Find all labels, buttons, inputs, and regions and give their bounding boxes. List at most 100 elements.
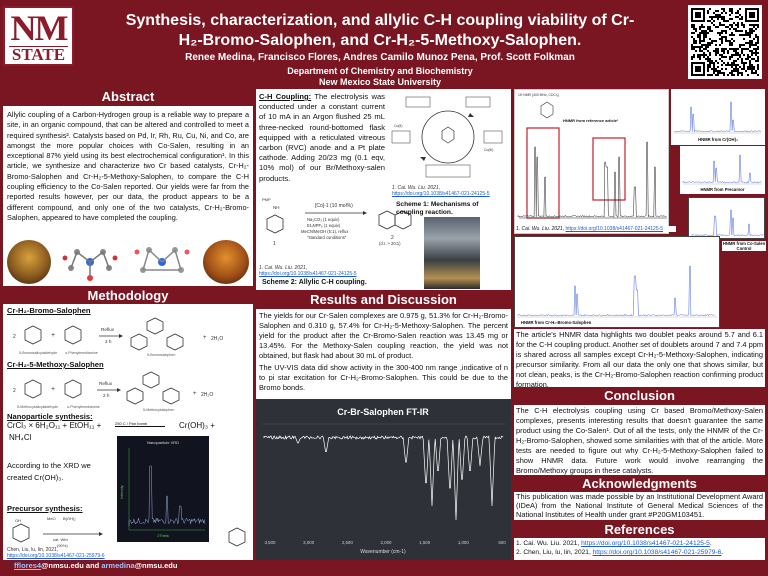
scheme-2-condition-0: [Co]-1 (10 mol%) [315, 203, 353, 209]
precursor-reagent-3: (90%) [57, 543, 68, 548]
ftir-chart: Cr-Br-Salophen FT-IR 3,500 3,000 2,500 2,00… [256, 400, 511, 560]
scheme-2-condition-3: MeCN/MeOH (5:1), reflux [301, 229, 349, 234]
scheme-2-condition-4: "standard conditions" [307, 235, 347, 240]
reference-1-link[interactable]: https://doi.org/10.1038/s41467-021-24125… [581, 540, 710, 547]
methoxy-reagent-1: o-Phenylenediamine [67, 405, 100, 409]
acknowledgments-text: This publication was made possible by an… [516, 492, 763, 519]
conclusion-text: The C-H electrolysis coupling using Cr b… [516, 406, 763, 475]
nmsu-logo: NM STATE [3, 6, 74, 66]
reference-2-link[interactable]: https://doi.org/10.1038/s41467-021-25979… [592, 549, 722, 556]
nmr-bromo-spectrum: HNMR from Cr-H₂-Bromo-Salophen [514, 236, 720, 328]
nmr-discussion-panel: The article's HNMR data highlights two d… [514, 329, 765, 389]
salophen-structure-2 [134, 247, 190, 273]
svg-text:2: 2 [13, 334, 16, 340]
reference-2: 2. Chen, Liu, lu, lin, 2021, https://doi… [516, 548, 763, 557]
catalyst-photo-1 [7, 240, 51, 284]
xrd-chart-ylabel: Intensity [120, 485, 124, 499]
methoxy-reagent-0: 5-Methoxysalicylaldehyde [17, 405, 58, 409]
ftir-tick-label: 2,000 [381, 540, 393, 545]
precursor-reagent-1: B(OH)₂ [63, 516, 76, 521]
svg-text:Co(II): Co(II) [394, 124, 402, 128]
ftir-tick-label: 3,000 [303, 540, 315, 545]
abstract-text: Allylic coupling of a Carbon-Hydrogen gr… [7, 110, 249, 222]
scheme-2-condition-1: Na₂CO₃ (1 equiv) [307, 217, 340, 222]
precursor-ref-prefix: Chen, Liu, lu, lin, 2021, [7, 547, 59, 553]
scheme-1-ref-link[interactable]: https://doi.org/10.1038/s41467-021-24125… [392, 191, 490, 197]
nmr-precursor-label: HNMR from Precursor [700, 187, 745, 192]
salophen-structure-1 [62, 249, 118, 281]
coupling-text-block: C-H Coupling: The electrolysis was condu… [259, 92, 385, 184]
nano-equation-right: Cr(OH)₃ + [179, 421, 215, 430]
methoxy-reagent-5: 2H₂O [201, 392, 213, 398]
nmr-ref: 1. Cai. Wu. Liu. 2021, https://doi.org/1… [516, 226, 676, 232]
methoxy-reagent-3: 2 h [103, 393, 110, 398]
scheme-1-caption: Scheme 1: Mechanisms of coupling reactio… [396, 201, 479, 216]
reference-2-period: . [721, 549, 724, 556]
xrd-chart-xlabel: 2Theta [157, 534, 168, 538]
nmr-reference-spectrum: 1H NMR (400 MHz, CDCl₃) HNMR from refere… [514, 89, 669, 234]
xrd-text: According to the XRD we created Cr(OH)₃. [7, 461, 91, 482]
scheme-1-ref: 1. Cai. Wu. Liu. 2021, https://doi.org/1… [392, 185, 510, 197]
bromo-reagent-1: o-Phenylenediamine [65, 351, 98, 355]
nmr-ref-label: HNMR from reference article¹ [563, 118, 619, 123]
coupling-heading: C-H Coupling: [259, 92, 312, 101]
reference-2-prefix: 2. Chen, Liu, lu, lin, 2021, [516, 549, 591, 556]
email-2-domain: @nmsu.edu [134, 561, 178, 570]
scheme-1-ref-prefix: 1. Cai. Wu. Liu. 2021, [392, 185, 441, 191]
reference-1-prefix: 1. Cai. Wu. Liu. 2021, [516, 540, 580, 547]
precursor-ref-link[interactable]: https://doi.org/10.1038/s41467-021-25979… [7, 553, 105, 559]
ftir-tick-label: 1,500 [419, 540, 431, 545]
scheme-2-sm: 1 [273, 241, 276, 247]
email-2-user[interactable]: armedina [101, 561, 135, 570]
email-1-user[interactable]: fflores4 [14, 561, 42, 570]
scheme-2-ref: 1. Cai. Wu. Liu. 2021, https://doi.org/1… [259, 265, 389, 277]
ftir-title: Cr-Br-Salophen FT-IR [337, 407, 429, 417]
scheme-2-ref-link[interactable]: https://doi.org/10.1038/s41467-021-24125… [259, 271, 357, 277]
ftir-tick-label: 1,000 [458, 540, 470, 545]
methodology-heading: Methodology [87, 288, 169, 303]
nmr-top-axis-label: 1H NMR (400 MHz, CDCl₃) [518, 93, 559, 97]
methoxy-scheme: 2 + 5-Methoxysalicylaldehyde o-Phenylene… [13, 371, 213, 412]
qr-code[interactable] [688, 5, 762, 79]
precursor-ref: Chen, Liu, lu, lin, 2021, https://doi.or… [7, 547, 117, 559]
abstract-heading: Abstract [101, 89, 155, 104]
nmr-salen-spectrum [688, 197, 765, 239]
acknowledgments-heading: Acknowledgments [582, 476, 697, 491]
nmr-ref-link[interactable]: https://doi.org/10.1038/s41467-021-24125… [565, 226, 664, 232]
reference-1: 1. Cai. Wu. Liu. 2021, https://doi.org/1… [516, 539, 763, 548]
methoxy-reagent-4: 5-Methoxysalophen [143, 408, 174, 412]
scheme-2-reaction: NH 1 [Co]-1 (10 mol%) Na₂CO₃ (1 equiv) E… [266, 203, 412, 247]
nano-equation-left: CrCl₃ × 6H₂O₁₁ + EtOH₁₁ + [7, 421, 102, 430]
scheme-2-ref-prefix: 1. Cai. Wu. Liu. 2021, [259, 265, 308, 271]
nmr-salen-label: HNMR from Co-Salen Control [722, 241, 766, 251]
precursor-reagent-2: cat. Wtri [53, 537, 68, 542]
scheme-2-product: 2 [391, 235, 394, 241]
xrd-chart: Nanoparticle XRD Intensity 2Theta [117, 436, 209, 542]
svg-text:+: + [203, 335, 207, 341]
nmr-discussion-text: The article's HNMR data highlights two d… [516, 330, 763, 389]
coupling-panel: C-H Coupling: The electrolysis was condu… [256, 89, 511, 290]
catalyst-photo-2 [203, 240, 249, 284]
bromo-reagent-0: 5-Bromosalicylaldehyde [19, 351, 57, 355]
acknowledgments-panel: This publication was made possible by an… [514, 492, 765, 520]
svg-text:2: 2 [13, 388, 16, 394]
nmr-ref-prefix: 1. Cai. Wu. Liu. 2021, [516, 226, 565, 232]
svg-text:+: + [51, 386, 55, 393]
results-heading: Results and Discussion [310, 292, 457, 307]
electrolysis-setup-photo [424, 217, 480, 289]
methodology-panel: Cr-H₂-Bromo-Salophen 2 + 5-Bromosalicyla… [3, 304, 253, 560]
authors: Renee Medina, Francisco Flores, Andres C… [185, 52, 575, 63]
xrd-chart-title: Nanoparticle XRD [147, 440, 179, 445]
coupling-text: The electrolysis was conducted under a c… [259, 92, 385, 183]
poster-title: Synthesis, characterization, and allylic… [80, 11, 680, 51]
methoxy-label: Cr-H₂-5-Methoxy-Salophen [7, 360, 104, 369]
scheme-2-ratio: (d.r. > 20:1) [379, 241, 401, 246]
logo-nm: NM [10, 8, 69, 48]
nano-label: Nanoparticle synthesis: [7, 412, 93, 421]
bromo-reagent-4: 5-Bromosalophen [147, 353, 175, 357]
references-panel: 1. Cai. Wu. Liu. 2021, https://doi.org/1… [514, 538, 765, 560]
ftir-tick-label: 3,500 [265, 540, 277, 545]
contact-emails: fflores4@nmsu.edu and armedina@nmsu.edu [14, 561, 177, 570]
bromo-scheme: 2 + 5-Bromosalicylaldehyde o-Phenylenedi… [13, 317, 223, 357]
conclusion-panel: The C-H electrolysis coupling using Cr b… [514, 405, 765, 475]
